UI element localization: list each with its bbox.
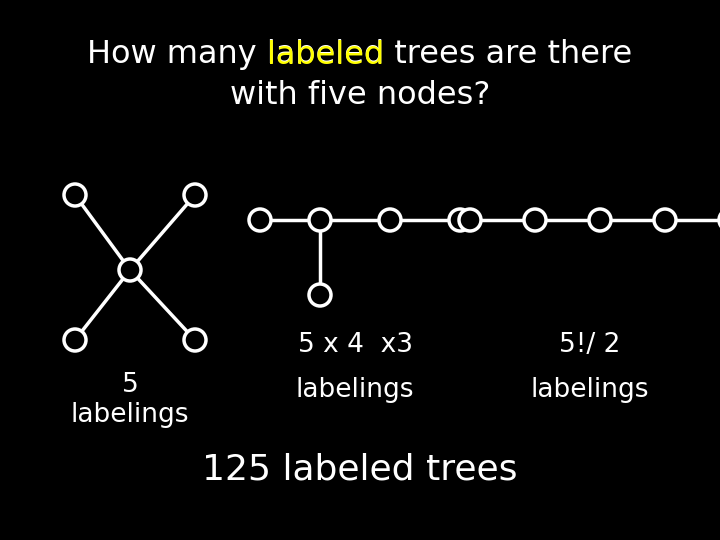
Text: How many: How many [0, 39, 180, 71]
Text: labelings: labelings [531, 377, 649, 403]
Text: labelings: labelings [71, 402, 189, 428]
Circle shape [64, 329, 86, 351]
Text: labelings: labelings [296, 377, 414, 403]
Circle shape [309, 209, 331, 231]
Circle shape [184, 184, 206, 206]
Text: labeled: labeled [0, 39, 117, 71]
Circle shape [184, 329, 206, 351]
Circle shape [119, 259, 141, 281]
Circle shape [654, 209, 676, 231]
Circle shape [459, 209, 481, 231]
Text: 125 labeled trees: 125 labeled trees [202, 453, 518, 487]
Circle shape [524, 209, 546, 231]
Text: 5: 5 [122, 372, 138, 398]
Text: How many labeled trees are there: How many labeled trees are there [87, 39, 633, 71]
Circle shape [64, 184, 86, 206]
Circle shape [719, 209, 720, 231]
Text: 5 x 4  x3: 5 x 4 x3 [297, 332, 413, 358]
Text: with five nodes?: with five nodes? [230, 79, 490, 111]
Circle shape [249, 209, 271, 231]
Circle shape [449, 209, 471, 231]
Text: labeled: labeled [267, 39, 384, 71]
Circle shape [379, 209, 401, 231]
Text: 5!/ 2: 5!/ 2 [559, 332, 621, 358]
Circle shape [589, 209, 611, 231]
Circle shape [309, 284, 331, 306]
